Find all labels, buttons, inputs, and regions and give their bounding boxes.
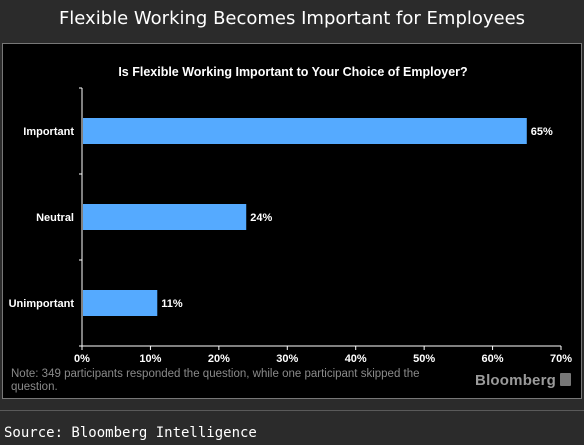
source-text: Source: Bloomberg Intelligence bbox=[4, 425, 257, 441]
value-label: 65% bbox=[531, 126, 553, 138]
x-tick-label: 40% bbox=[345, 353, 367, 365]
chart-title: Is Flexible Working Important to Your Ch… bbox=[118, 65, 467, 79]
bar-chart: Is Flexible Working Important to Your Ch… bbox=[9, 65, 573, 365]
x-tick-label: 60% bbox=[482, 353, 504, 365]
category-label: Unimportant bbox=[9, 298, 75, 310]
category-label: Important bbox=[23, 126, 74, 138]
x-tick-label: 50% bbox=[413, 353, 435, 365]
brand-mark-icon bbox=[560, 373, 571, 386]
x-tick-label: 30% bbox=[276, 353, 298, 365]
x-tick-label: 70% bbox=[550, 353, 572, 365]
chart-panel: Is Flexible Working Important to Your Ch… bbox=[2, 43, 582, 399]
divider bbox=[0, 410, 584, 411]
x-tick-label: 0% bbox=[74, 353, 90, 365]
x-tick-label: 10% bbox=[139, 353, 161, 365]
brand-name: Bloomberg bbox=[475, 372, 556, 389]
chart-note: Note: 349 participants responded the que… bbox=[11, 368, 420, 393]
bar bbox=[83, 204, 247, 230]
bar bbox=[83, 290, 158, 316]
brand-logo: Bloomberg bbox=[475, 372, 571, 389]
page-title: Flexible Working Becomes Important for E… bbox=[58, 8, 526, 29]
category-label: Neutral bbox=[36, 212, 74, 224]
value-label: 11% bbox=[161, 298, 183, 310]
x-tick-label: 20% bbox=[208, 353, 230, 365]
value-label: 24% bbox=[250, 212, 272, 224]
bar bbox=[83, 118, 527, 144]
